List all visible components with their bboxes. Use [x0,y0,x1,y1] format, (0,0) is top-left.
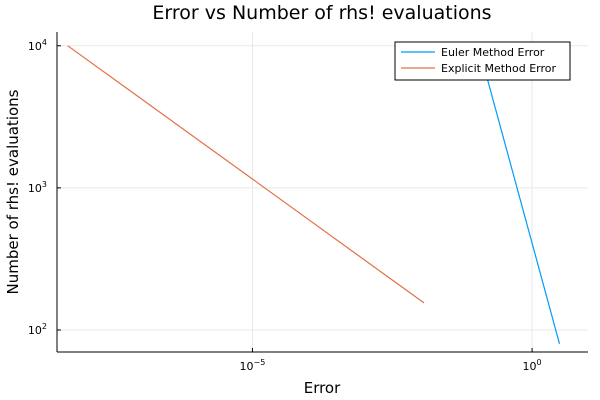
legend-box [394,41,571,81]
legend-entry-1: Euler Method Error [441,46,545,59]
x-tick-label: 100 [523,358,542,373]
y-axis-label: Number of rhs! evaluations [4,89,22,294]
legend: Euler Method Error Explicit Method Error [394,41,571,81]
chart-title: Error vs Number of rhs! evaluations [152,2,491,24]
x-tick-label: 10−5 [240,358,266,373]
y-tick-label: 103 [28,180,47,195]
series-layer [67,45,561,344]
grid [57,32,588,352]
series-line-1 [481,60,561,344]
legend-entry-2: Explicit Method Error [441,62,557,75]
y-tick-label: 104 [28,38,47,53]
y-tick-label: 102 [28,322,47,337]
series-line-2 [67,45,425,304]
ticks: 10−5 100 102 103 104 [28,38,542,373]
x-axis-label: Error [304,379,341,397]
